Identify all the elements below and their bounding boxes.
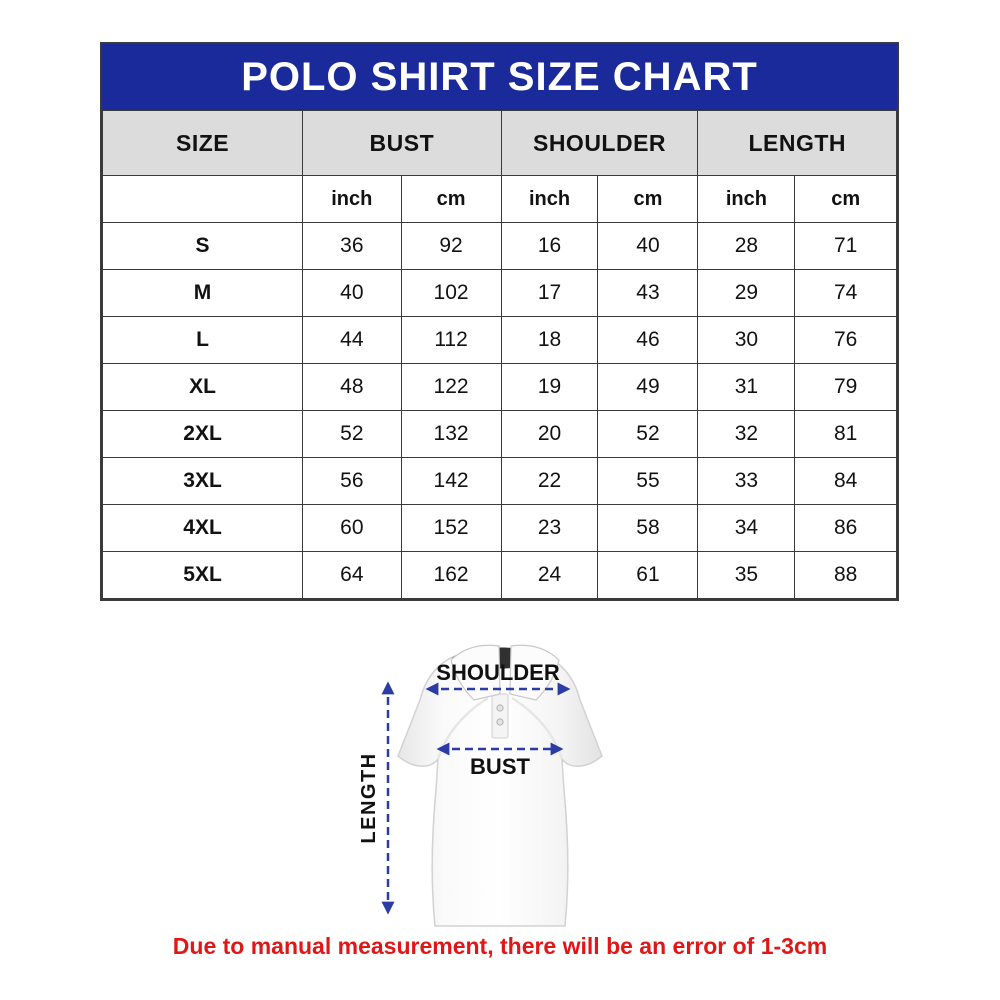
group-header-row: SIZE BUST SHOULDER LENGTH <box>101 110 897 176</box>
value-cell: 49 <box>597 363 699 411</box>
size-chart: POLO SHIRT SIZE CHART SIZE BUST SHOULDER… <box>100 42 899 601</box>
bust-label: BUST <box>470 754 530 779</box>
value-cell: 84 <box>794 457 897 505</box>
size-cell: S <box>101 222 304 270</box>
value-cell: 22 <box>500 457 599 505</box>
value-cell: 29 <box>697 269 796 317</box>
value-cell: 132 <box>400 410 502 458</box>
value-cell: 52 <box>597 410 699 458</box>
table-row: S 36 92 16 40 28 71 <box>101 222 897 270</box>
value-cell: 76 <box>794 316 897 364</box>
size-cell: L <box>101 316 304 364</box>
unit-header-cell: inch <box>697 175 796 223</box>
value-cell: 122 <box>400 363 502 411</box>
value-cell: 24 <box>500 551 599 599</box>
value-cell: 162 <box>400 551 502 599</box>
value-cell: 28 <box>697 222 796 270</box>
size-cell: M <box>101 269 304 317</box>
value-cell: 35 <box>697 551 796 599</box>
size-cell: 5XL <box>101 551 304 599</box>
button-icon <box>496 718 504 726</box>
measurement-note: Due to manual measurement, there will be… <box>172 933 828 959</box>
value-cell: 40 <box>302 269 402 317</box>
unit-spacer-cell <box>101 175 304 223</box>
size-table: SIZE BUST SHOULDER LENGTH inch cm inch c… <box>101 110 897 599</box>
value-cell: 52 <box>302 410 402 458</box>
value-cell: 64 <box>302 551 402 599</box>
unit-header-cell: inch <box>500 175 599 223</box>
value-cell: 18 <box>500 316 599 364</box>
table-row: 2XL 52 132 20 52 32 81 <box>101 410 897 458</box>
value-cell: 86 <box>794 504 897 552</box>
size-cell: 2XL <box>101 410 304 458</box>
table-row: L 44 112 18 46 30 76 <box>101 316 897 364</box>
table-row: 3XL 56 142 22 55 33 84 <box>101 457 897 505</box>
measurement-labels: SHOULDER BUST LENGTH <box>358 660 560 844</box>
unit-header-row: inch cm inch cm inch cm <box>101 175 897 223</box>
value-cell: 56 <box>302 457 402 505</box>
value-cell: 60 <box>302 504 402 552</box>
value-cell: 142 <box>400 457 502 505</box>
value-cell: 31 <box>697 363 796 411</box>
value-cell: 44 <box>302 316 402 364</box>
value-cell: 102 <box>400 269 502 317</box>
value-cell: 16 <box>500 222 599 270</box>
value-cell: 58 <box>597 504 699 552</box>
placket <box>491 693 509 739</box>
value-cell: 92 <box>400 222 502 270</box>
value-cell: 43 <box>597 269 699 317</box>
value-cell: 74 <box>794 269 897 317</box>
unit-header-cell: cm <box>794 175 897 223</box>
size-cell: XL <box>101 363 304 411</box>
value-cell: 33 <box>697 457 796 505</box>
value-cell: 79 <box>794 363 897 411</box>
column-header-bust: BUST <box>302 110 502 176</box>
column-header-length: LENGTH <box>697 110 897 176</box>
size-cell: 3XL <box>101 457 304 505</box>
value-cell: 55 <box>597 457 699 505</box>
column-header-size: SIZE <box>101 110 304 176</box>
length-label: LENGTH <box>358 752 380 843</box>
table-row: 4XL 60 152 23 58 34 86 <box>101 504 897 552</box>
measurement-arrows <box>381 681 571 915</box>
value-cell: 32 <box>697 410 796 458</box>
value-cell: 71 <box>794 222 897 270</box>
value-cell: 30 <box>697 316 796 364</box>
value-cell: 61 <box>597 551 699 599</box>
unit-header-cell: cm <box>597 175 699 223</box>
value-cell: 20 <box>500 410 599 458</box>
measurement-diagram: SHOULDER BUST LENGTH <box>358 644 603 927</box>
value-cell: 17 <box>500 269 599 317</box>
value-cell: 112 <box>400 316 502 364</box>
button-icon <box>496 704 504 712</box>
table-row: M 40 102 17 43 29 74 <box>101 269 897 317</box>
column-header-shoulder: SHOULDER <box>500 110 699 176</box>
value-cell: 81 <box>794 410 897 458</box>
size-cell: 4XL <box>101 504 304 552</box>
value-cell: 34 <box>697 504 796 552</box>
table-row: 5XL 64 162 24 61 35 88 <box>101 551 897 599</box>
value-cell: 46 <box>597 316 699 364</box>
unit-header-cell: cm <box>400 175 502 223</box>
value-cell: 152 <box>400 504 502 552</box>
value-cell: 40 <box>597 222 699 270</box>
unit-header-cell: inch <box>302 175 402 223</box>
shoulder-label: SHOULDER <box>436 660 560 685</box>
value-cell: 36 <box>302 222 402 270</box>
value-cell: 23 <box>500 504 599 552</box>
polo-shirt-illustration <box>397 644 603 927</box>
table-row: XL 48 122 19 49 31 79 <box>101 363 897 411</box>
value-cell: 19 <box>500 363 599 411</box>
value-cell: 88 <box>794 551 897 599</box>
value-cell: 48 <box>302 363 402 411</box>
chart-title: POLO SHIRT SIZE CHART <box>102 44 897 110</box>
